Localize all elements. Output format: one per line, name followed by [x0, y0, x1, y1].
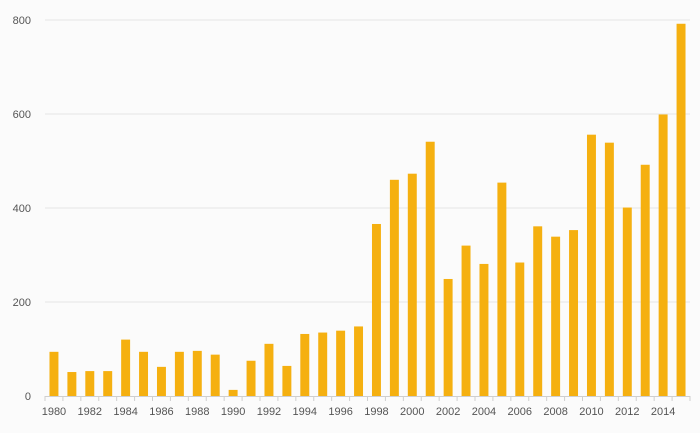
gridlines [45, 19, 690, 303]
x-tick-label-1984: 1984 [113, 406, 137, 418]
x-tick-label-1980: 1980 [42, 406, 66, 418]
bar-2008 [551, 236, 561, 396]
bar-1985 [139, 351, 149, 396]
bar-1996 [336, 330, 346, 396]
y-tick-label-600: 600 [13, 109, 31, 121]
bar-2014 [658, 114, 668, 396]
bar-2011 [604, 142, 614, 396]
y-tick-label-0: 0 [25, 391, 31, 403]
bar-1995 [318, 332, 328, 396]
bar-2006 [515, 262, 525, 396]
x-tick-label-1992: 1992 [257, 406, 281, 418]
bar-1981 [67, 372, 77, 396]
bar-1983 [103, 371, 113, 396]
x-tick-label-1988: 1988 [185, 406, 209, 418]
bar-1991 [246, 360, 256, 396]
bar-2000 [407, 173, 417, 396]
bar-1988 [192, 350, 202, 396]
x-tick-label-1982: 1982 [78, 406, 102, 418]
bar-2010 [586, 134, 596, 396]
bar-2012 [622, 207, 632, 396]
bar-2005 [497, 182, 507, 396]
bar-1980 [49, 351, 59, 396]
x-axis: 1980 1982 1984 1986 1988 1990 1992 1994 1996 1998… [42, 396, 691, 418]
bar-1992 [264, 343, 274, 396]
bar-1993 [282, 365, 292, 396]
bar-2001 [425, 141, 435, 396]
y-axis: 0 200 400 600 800 [13, 15, 31, 403]
bar-2002 [443, 278, 453, 396]
bar-1997 [354, 326, 364, 396]
bar-2013 [640, 164, 650, 396]
x-tick-label-2014: 2014 [651, 406, 675, 418]
x-tick-label-1994: 1994 [293, 406, 317, 418]
x-tick-label-2006: 2006 [508, 406, 532, 418]
bar-2015 [676, 23, 686, 396]
bar-1986 [156, 366, 166, 396]
bar-1999 [389, 179, 399, 396]
x-tick-label-2010: 2010 [579, 406, 603, 418]
bars [49, 23, 686, 396]
bar-1984 [121, 339, 131, 396]
y-tick-label-200: 200 [13, 297, 31, 309]
bar-2004 [479, 263, 489, 396]
y-tick-label-400: 400 [13, 203, 31, 215]
x-tick-label-1998: 1998 [364, 406, 388, 418]
bar-1989 [210, 354, 220, 396]
bar-1987 [174, 351, 184, 396]
x-tick-label-1996: 1996 [328, 406, 352, 418]
bar-2007 [533, 226, 543, 396]
bar-2003 [461, 245, 471, 396]
bar-1982 [85, 371, 95, 396]
bar-1990 [228, 389, 238, 396]
bar-2009 [569, 230, 579, 396]
x-tick-label-2002: 2002 [436, 406, 460, 418]
bar-1998 [371, 223, 381, 396]
x-tick-label-1986: 1986 [149, 406, 173, 418]
x-tick-label-2000: 2000 [400, 406, 424, 418]
x-tick-label-2004: 2004 [472, 406, 496, 418]
y-tick-label-800: 800 [13, 15, 31, 27]
x-tick-label-2008: 2008 [543, 406, 567, 418]
x-tick-label-1990: 1990 [221, 406, 245, 418]
bar-1994 [300, 333, 310, 396]
x-tick-label-2012: 2012 [615, 406, 639, 418]
